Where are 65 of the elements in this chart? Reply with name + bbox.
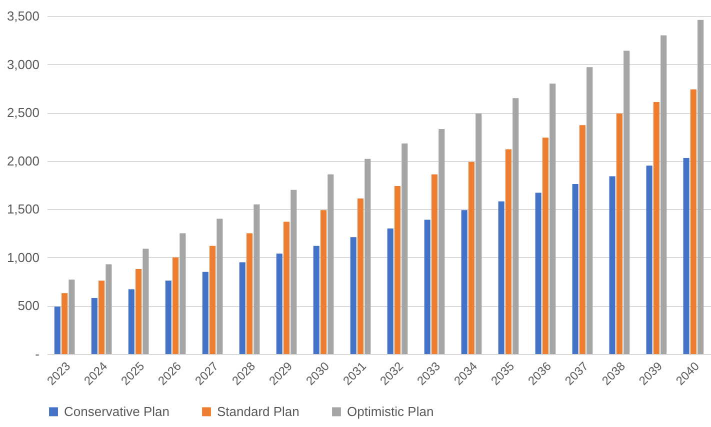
bar — [62, 293, 68, 354]
legend-label: Standard Plan — [217, 404, 300, 419]
bar — [142, 248, 149, 354]
bar — [239, 262, 246, 354]
bar — [683, 158, 690, 354]
y-tick-label: 3,000 — [6, 56, 40, 72]
bar — [136, 269, 142, 354]
bar — [328, 174, 334, 354]
bar — [172, 257, 179, 354]
bar — [68, 280, 75, 354]
bar — [402, 143, 408, 354]
bar — [98, 280, 105, 354]
bar — [424, 220, 430, 354]
bar — [505, 149, 512, 354]
bar — [653, 102, 660, 354]
bar — [276, 254, 282, 354]
bar — [690, 89, 696, 354]
bar — [468, 162, 475, 354]
bar — [698, 20, 704, 354]
bar — [357, 198, 364, 354]
bar — [616, 114, 622, 354]
bar — [350, 237, 356, 354]
bar — [54, 306, 60, 354]
bar — [572, 184, 578, 354]
bar — [550, 84, 556, 354]
bar — [210, 246, 216, 354]
bar — [283, 222, 290, 354]
text: 500 — [18, 298, 40, 314]
bar — [216, 218, 223, 354]
bar — [609, 176, 616, 354]
bar — [660, 35, 667, 354]
y-tick-label: 2,000 — [6, 153, 40, 168]
y-tick-label: 3,500 — [6, 8, 40, 24]
bar — [320, 210, 327, 354]
bar — [180, 233, 186, 354]
bar — [535, 192, 542, 354]
bar — [512, 98, 519, 354]
bar — [202, 272, 208, 354]
bar — [290, 190, 297, 354]
bar — [586, 67, 593, 354]
bar — [254, 204, 260, 354]
bar — [106, 264, 112, 354]
bar — [431, 174, 438, 354]
bar — [624, 50, 630, 354]
bar — [364, 158, 371, 354]
y-tick-label: 2,500 — [6, 105, 40, 120]
bar — [313, 246, 320, 354]
bar — [542, 138, 548, 354]
bar — [461, 210, 468, 354]
bar — [91, 298, 98, 354]
bar — [394, 186, 401, 354]
y-tick-label: 1,500 — [6, 202, 40, 217]
y-tick-label: - — [35, 346, 40, 362]
bar — [128, 289, 134, 354]
bar — [498, 201, 504, 354]
bar — [476, 114, 482, 354]
bar — [387, 228, 394, 354]
legend-label: Optimistic Plan — [347, 404, 434, 419]
legend-label: Conservative Plan — [64, 404, 170, 419]
bar — [165, 280, 172, 354]
bar — [438, 128, 445, 354]
y-tick-label: 1,000 — [6, 250, 40, 265]
bar — [646, 166, 652, 354]
bar — [246, 233, 253, 354]
bar — [579, 125, 586, 354]
